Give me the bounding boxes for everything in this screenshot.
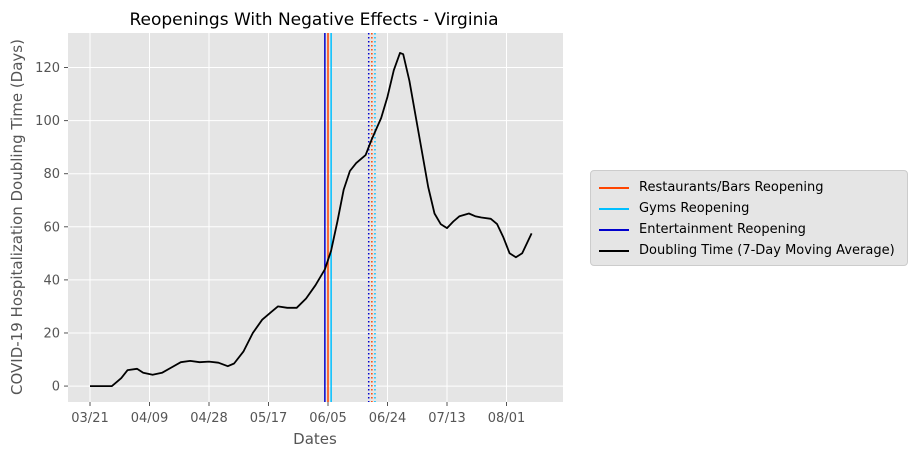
y-tick-label: 0 [52,380,60,395]
doubling-time-line [90,52,533,387]
x-tick-label: 03/21 [71,411,108,426]
y-tick-label: 120 [35,61,60,76]
y-tick-label: 20 [43,326,60,341]
legend-label: Entertainment Reopening [639,222,806,237]
series [90,52,533,387]
x-tick-label: 07/13 [428,411,465,426]
reopening-lines [324,33,376,402]
chart-title: Reopenings With Negative Effects - Virgi… [129,10,498,30]
legend-label: Doubling Time (7-Day Moving Average) [639,243,895,258]
legend: Restaurants/Bars Reopening Gyms Reopening… [590,170,908,266]
legend-swatch [599,228,629,231]
x-tick-label: 06/05 [309,411,346,426]
legend-label: Restaurants/Bars Reopening [639,180,824,195]
y-tick-label: 100 [35,114,60,129]
y-axis-ticks: 0 20 40 60 80 100 120 [35,61,68,395]
y-tick-label: 60 [43,220,60,235]
plot-area [68,33,563,402]
x-axis-label: Dates [293,430,337,448]
x-tick-label: 08/01 [488,411,525,426]
x-tick-label: 04/28 [190,411,227,426]
legend-item: Doubling Time (7-Day Moving Average) [599,240,899,261]
grid [68,33,563,402]
legend-item: Entertainment Reopening [599,219,899,240]
legend-swatch [599,186,629,189]
legend-label: Gyms Reopening [639,201,750,216]
x-tick-label: 06/24 [369,411,406,426]
y-axis-label: COVID-19 Hospitalization Doubling Time (… [8,39,26,395]
x-tick-label: 05/17 [250,411,287,426]
legend-swatch [599,207,629,210]
y-tick-label: 80 [43,167,60,182]
legend-item: Restaurants/Bars Reopening [599,177,899,198]
x-axis-ticks: 03/21 04/09 04/28 05/17 06/05 06/24 07/13 08/01 [71,402,525,426]
x-tick-label: 04/09 [131,411,168,426]
legend-item: Gyms Reopening [599,198,899,219]
y-tick-label: 40 [43,273,60,288]
legend-swatch [599,249,629,252]
